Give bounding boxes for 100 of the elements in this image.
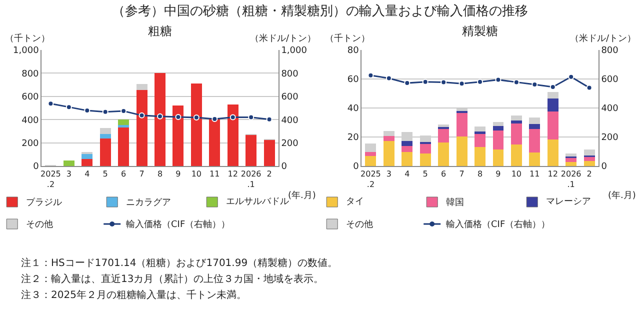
x-tick-label: 2026 .1: [240, 170, 262, 189]
legend-label: その他: [346, 219, 373, 230]
bar: [547, 111, 558, 140]
bar: [529, 129, 540, 153]
bar: [510, 116, 522, 120]
point: [138, 112, 145, 118]
x-tick-label: 4: [84, 170, 90, 179]
x-tick-label: 5: [422, 170, 428, 179]
x-tick-label: 2026 .1: [560, 170, 582, 189]
y2-tick-label: 800: [601, 46, 619, 56]
bar: [438, 128, 450, 142]
bar: [529, 117, 540, 124]
legend-label: 韓国: [446, 197, 464, 208]
bar: [510, 124, 522, 144]
y2-tick-label: 200: [281, 138, 299, 149]
y2-tick-label: 600: [281, 92, 299, 103]
bar: [402, 152, 413, 166]
text: 注２：輸入量は、直近13カ月（累計）の上位３カ国・地域を表示。: [21, 273, 324, 285]
y-tick-label: 20: [347, 133, 360, 144]
bar: [100, 128, 111, 134]
bar: [547, 92, 558, 99]
y2-tick-label: 1,000: [281, 46, 308, 56]
bar: [510, 144, 522, 166]
bar: [566, 162, 577, 166]
y-tick-label: 400: [22, 116, 40, 126]
bar: [474, 147, 486, 166]
bar: [474, 126, 486, 132]
x-tick-label: 12: [548, 170, 558, 179]
legend-label: ブラジル: [26, 197, 62, 208]
x-tick-label: 6: [121, 170, 126, 179]
bar: [529, 152, 540, 166]
bar: [136, 84, 148, 90]
point: [175, 114, 182, 120]
bar: [172, 106, 184, 166]
x-tick-label: 5: [102, 170, 108, 179]
bar: [100, 134, 111, 139]
y-tick-label: 600: [22, 92, 40, 103]
y-axis-title: （千トン）: [5, 33, 50, 44]
bar: [438, 142, 450, 166]
legend-label: ニカラグア: [126, 197, 171, 208]
bar: [584, 150, 595, 156]
point: [230, 114, 236, 120]
text: 注１：HSコード1701.14（粗糖）および1701.99（精製糖）の数値。: [21, 257, 338, 269]
bar: [510, 120, 522, 124]
y-tick-label: 40: [347, 104, 360, 114]
text: 注３：2025年２月の粗糖輸入量は、千トン未満。: [21, 289, 246, 301]
bar: [154, 73, 166, 166]
bar: [136, 90, 148, 166]
bar: [82, 159, 93, 166]
bar: [402, 146, 413, 152]
x-tick-label: 7: [139, 170, 144, 179]
chart-title: 精製糖: [462, 24, 498, 38]
bar: [402, 141, 413, 146]
bar: [365, 156, 376, 166]
x-tick-label: 4: [404, 170, 410, 179]
bar: [529, 124, 540, 130]
y2-tick-label: 400: [601, 104, 619, 114]
bar: [82, 154, 93, 160]
bar: [492, 150, 504, 166]
y-tick-label: 0: [33, 162, 40, 172]
y2-tick-label: 200: [601, 133, 619, 144]
y-tick-label: 800: [22, 69, 40, 80]
y2-axis-title: （米ドル/トン）: [250, 33, 316, 44]
x-tick-label: 9: [176, 170, 181, 179]
bar: [420, 154, 431, 166]
bar: [118, 128, 130, 166]
x-tick-label: 11: [210, 170, 220, 179]
bar: [547, 139, 558, 166]
bar: [100, 138, 111, 166]
y-axis-title: （千トン）: [325, 33, 370, 44]
x-tick-label: 8: [477, 170, 483, 179]
x-tick-label: 7: [459, 170, 464, 179]
bar: [456, 112, 468, 137]
text: （参考）中国の砂糖（粗糖・精製糖別）の輸入量および輸入価格の推移: [112, 4, 528, 19]
x-axis-title: (年.月): [288, 190, 316, 201]
chart-title: 粗糖: [148, 24, 172, 38]
x-tick-label: 3: [66, 170, 72, 179]
bar: [474, 133, 486, 148]
y2-tick-label: 0: [601, 162, 608, 172]
y2-tick-label: 800: [281, 69, 299, 80]
x-tick-label: 2025 .2: [360, 170, 381, 189]
legend-label: 輸入価格（CIF（右軸））: [446, 219, 550, 230]
bar: [492, 126, 504, 131]
bar: [365, 143, 376, 152]
bar: [227, 104, 238, 166]
bar: [209, 119, 220, 166]
point: [193, 114, 200, 121]
point: [157, 113, 163, 120]
y2-tick-label: 400: [281, 116, 299, 126]
y-tick-label: 80: [347, 46, 360, 56]
x-axis-title: (年.月): [608, 190, 636, 201]
y-tick-label: 200: [22, 138, 40, 149]
legend-label: エルサルバドル: [226, 197, 289, 207]
bar: [118, 125, 130, 128]
bar: [365, 152, 376, 156]
x-tick-label: 11: [530, 170, 540, 179]
x-tick-label: 12: [228, 170, 238, 179]
x-tick-label: 3: [386, 170, 392, 179]
legend-label: その他: [26, 219, 53, 230]
y2-axis-title: （米ドル/トン）: [570, 33, 636, 44]
